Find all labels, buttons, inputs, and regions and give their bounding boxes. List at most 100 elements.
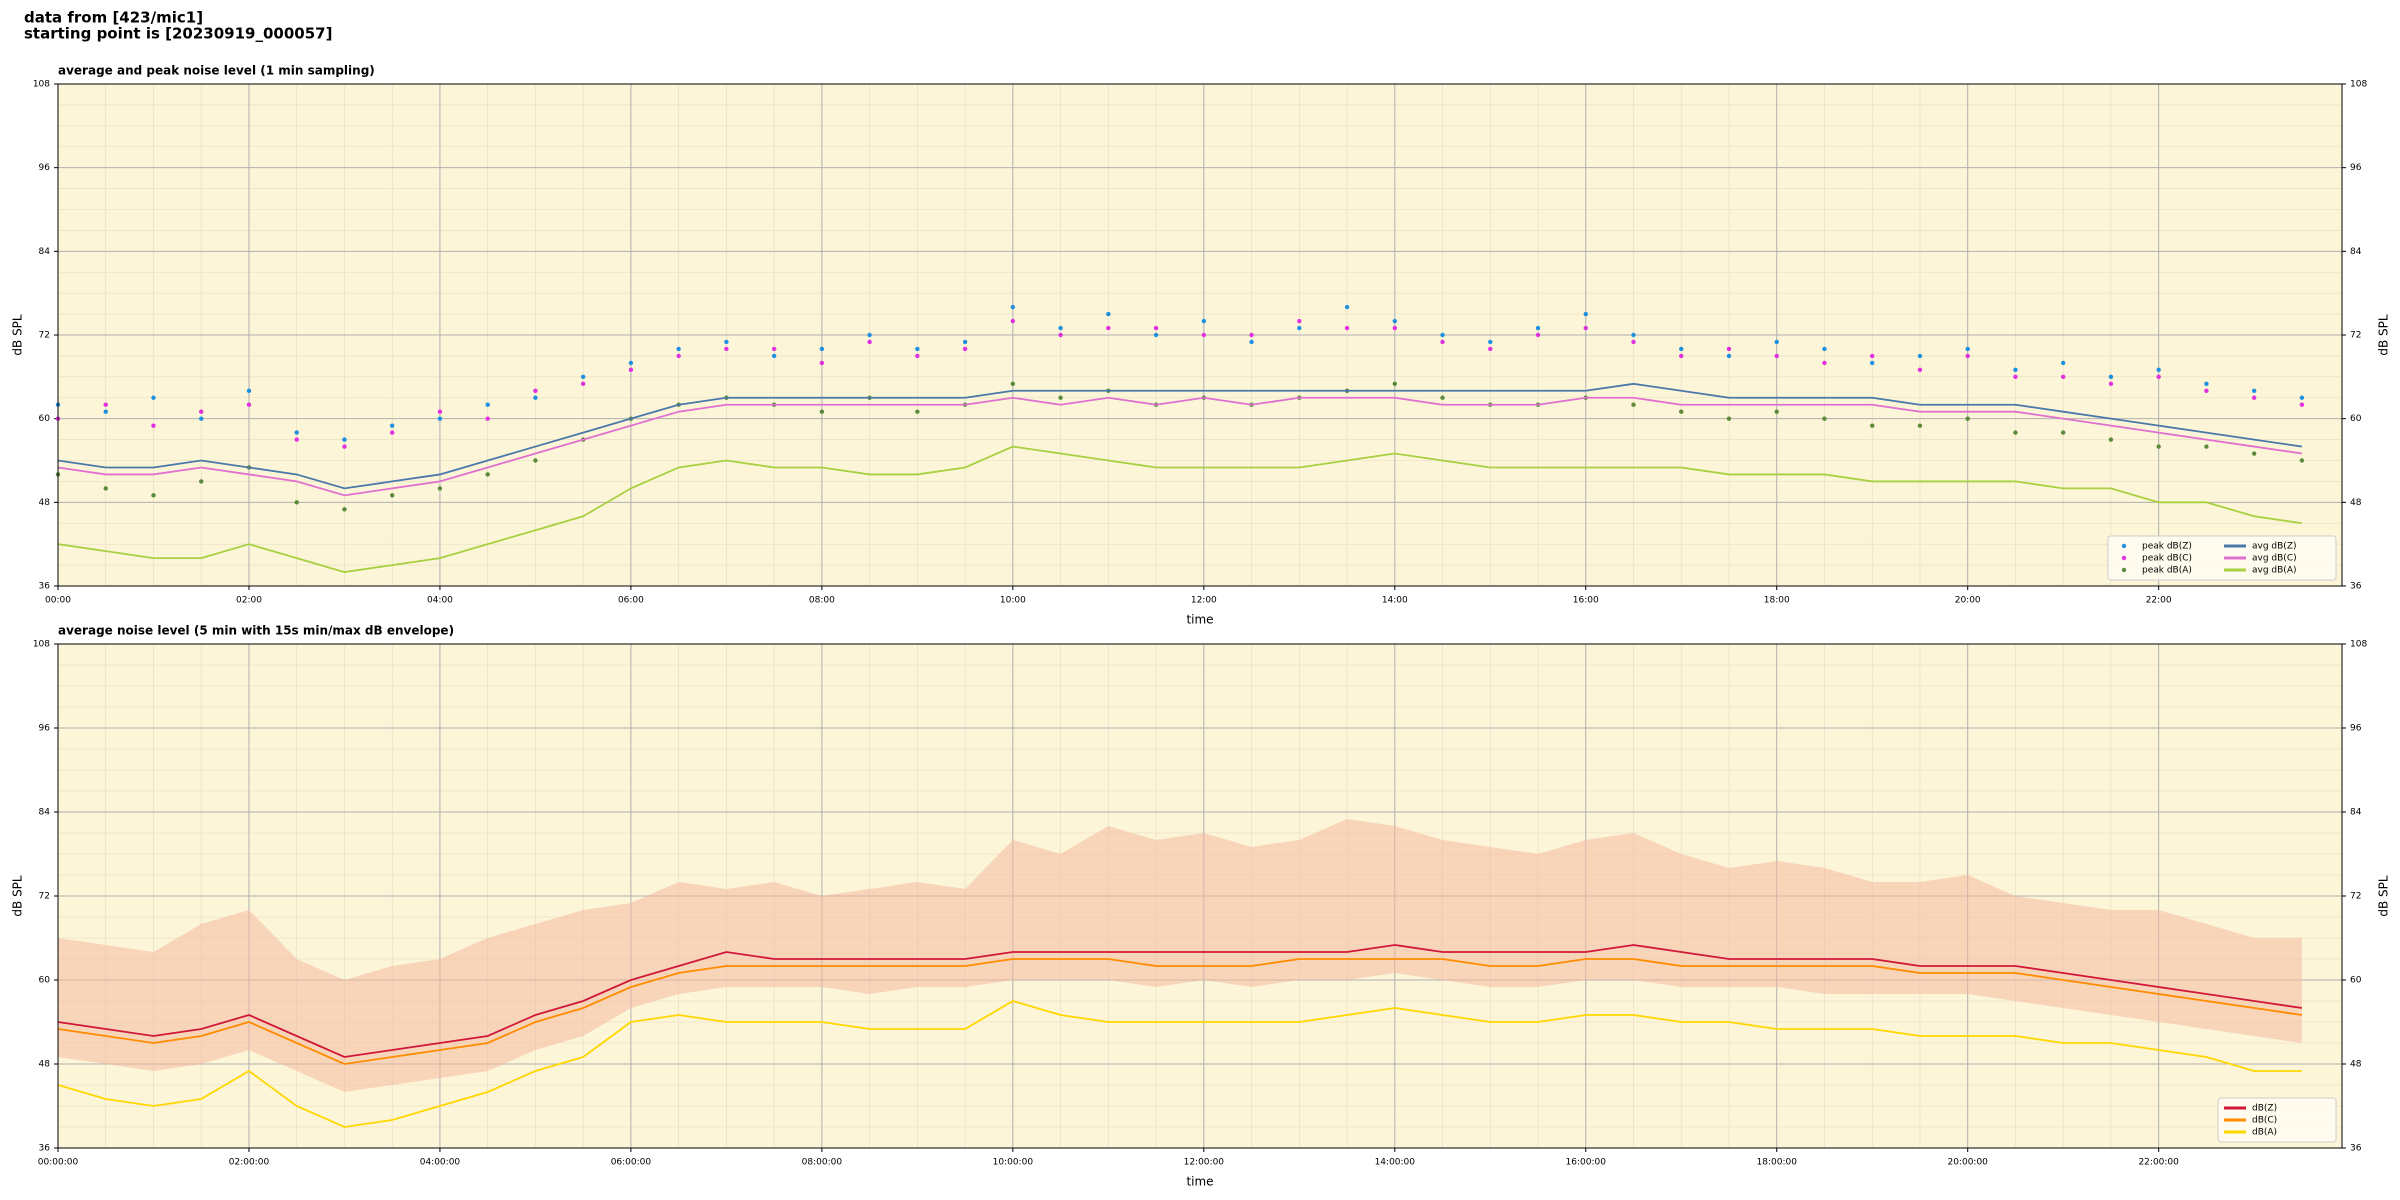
legend-label: dB(C) bbox=[2252, 1116, 2277, 1126]
peak-point bbox=[915, 409, 920, 414]
y-tick-label: 84 bbox=[2350, 808, 2362, 818]
x-tick-label: 22:00 bbox=[2146, 596, 2172, 606]
peak-point bbox=[771, 353, 777, 359]
x-tick-label: 20:00 bbox=[1955, 596, 1981, 606]
plot-frame bbox=[57, 83, 2343, 587]
peak-point bbox=[580, 374, 586, 380]
peak-point bbox=[2060, 430, 2066, 435]
peak-point bbox=[1631, 339, 1636, 345]
y-tick-label: 48 bbox=[2350, 498, 2362, 508]
y-tick-label: 36 bbox=[2350, 1144, 2362, 1154]
legend-label: dB(A) bbox=[2252, 1128, 2277, 1138]
peak-point bbox=[1965, 346, 1970, 352]
x-tick-label: 12:00:00 bbox=[1184, 1158, 1225, 1168]
y-tick-label: 72 bbox=[39, 331, 50, 341]
peak-point bbox=[1440, 332, 1445, 338]
envelope-area bbox=[58, 819, 2302, 1092]
peak-point bbox=[1726, 416, 1732, 421]
peak-point bbox=[1344, 325, 1350, 331]
x-tick-label: 04:00 bbox=[427, 596, 453, 606]
header-line: data from [423/mic1] bbox=[24, 9, 203, 27]
x-tick-label: 06:00 bbox=[618, 596, 644, 606]
peak-point bbox=[1822, 416, 1827, 421]
y-tick-label: 48 bbox=[39, 1060, 51, 1070]
legend-label: avg dB(Z) bbox=[2252, 542, 2297, 552]
peak-point bbox=[2060, 374, 2066, 380]
peak-point bbox=[915, 346, 920, 352]
peak-point bbox=[389, 430, 395, 435]
peak-point bbox=[2013, 374, 2018, 380]
peak-point bbox=[199, 409, 204, 414]
peak-point bbox=[628, 367, 634, 373]
peak-point bbox=[1153, 325, 1159, 331]
series-line bbox=[57, 396, 2303, 497]
peak-point bbox=[294, 500, 299, 505]
peak-point bbox=[389, 493, 395, 498]
peak-point bbox=[246, 402, 252, 407]
peak-point bbox=[962, 346, 968, 352]
peak-point bbox=[1679, 346, 1684, 352]
peak-point bbox=[1965, 416, 1970, 421]
y-tick-label: 84 bbox=[2350, 247, 2362, 257]
peak-point bbox=[151, 493, 156, 498]
peak-point bbox=[1392, 318, 1397, 324]
chart-title: average noise level (5 min with 15s min/… bbox=[58, 624, 454, 638]
peak-point bbox=[1249, 339, 1254, 345]
peak-point bbox=[2299, 395, 2305, 400]
peak-point bbox=[1870, 360, 1875, 366]
y-tick-label: 108 bbox=[33, 640, 50, 650]
legend-label: dB(Z) bbox=[2252, 1104, 2277, 1114]
peak-point bbox=[819, 346, 825, 352]
x-tick-label: 20:00:00 bbox=[1947, 1158, 1988, 1168]
y-tick-label: 48 bbox=[39, 498, 51, 508]
peak-point bbox=[1631, 332, 1636, 338]
x-tick-label: 14:00 bbox=[1382, 596, 1408, 606]
y-axis-label: dB SPL bbox=[2377, 314, 2391, 356]
peak-point bbox=[1535, 332, 1541, 338]
peak-point bbox=[867, 339, 872, 345]
peak-point bbox=[2156, 444, 2161, 449]
y-tick-label: 60 bbox=[2350, 414, 2362, 424]
peak-point bbox=[1535, 325, 1541, 331]
peak-point bbox=[1153, 332, 1159, 338]
y-tick-label: 84 bbox=[39, 247, 51, 257]
legend-label: peak dB(Z) bbox=[2142, 542, 2192, 552]
peak-point bbox=[199, 416, 204, 421]
peak-point bbox=[1249, 332, 1254, 338]
peak-point bbox=[1201, 332, 1207, 338]
peak-point bbox=[103, 486, 108, 491]
peak-point bbox=[485, 472, 490, 477]
peak-point bbox=[1201, 318, 1207, 324]
peak-point bbox=[676, 346, 681, 352]
y-tick-label: 96 bbox=[39, 724, 51, 734]
x-tick-label: 08:00:00 bbox=[802, 1158, 843, 1168]
x-tick-label: 10:00:00 bbox=[993, 1158, 1034, 1168]
peak-point bbox=[1488, 346, 1493, 352]
y-tick-label: 60 bbox=[2350, 976, 2362, 986]
peak-point bbox=[1106, 325, 1111, 331]
peak-point bbox=[533, 395, 538, 400]
peak-point bbox=[1679, 353, 1684, 359]
peak-point bbox=[1488, 339, 1493, 345]
peak-point bbox=[1392, 325, 1397, 331]
y-tick-label: 72 bbox=[2350, 331, 2361, 341]
x-tick-label: 02:00 bbox=[236, 596, 262, 606]
x-tick-label: 06:00:00 bbox=[611, 1158, 652, 1168]
peak-point bbox=[1870, 423, 1875, 428]
peak-point bbox=[1917, 353, 1923, 359]
peak-point bbox=[437, 416, 443, 421]
x-tick-label: 16:00 bbox=[1573, 596, 1599, 606]
peak-point bbox=[437, 409, 443, 414]
peak-point bbox=[485, 416, 490, 421]
x-tick-label: 18:00:00 bbox=[1757, 1158, 1798, 1168]
x-tick-label: 16:00:00 bbox=[1566, 1158, 1607, 1168]
peak-point bbox=[867, 332, 872, 338]
peak-point bbox=[2251, 451, 2257, 456]
peak-point bbox=[1440, 395, 1445, 400]
x-tick-label: 22:00:00 bbox=[2138, 1158, 2179, 1168]
plot-frame bbox=[57, 643, 2343, 1149]
peak-point bbox=[342, 444, 347, 449]
peak-point bbox=[1965, 353, 1970, 359]
peak-point bbox=[1106, 311, 1111, 317]
